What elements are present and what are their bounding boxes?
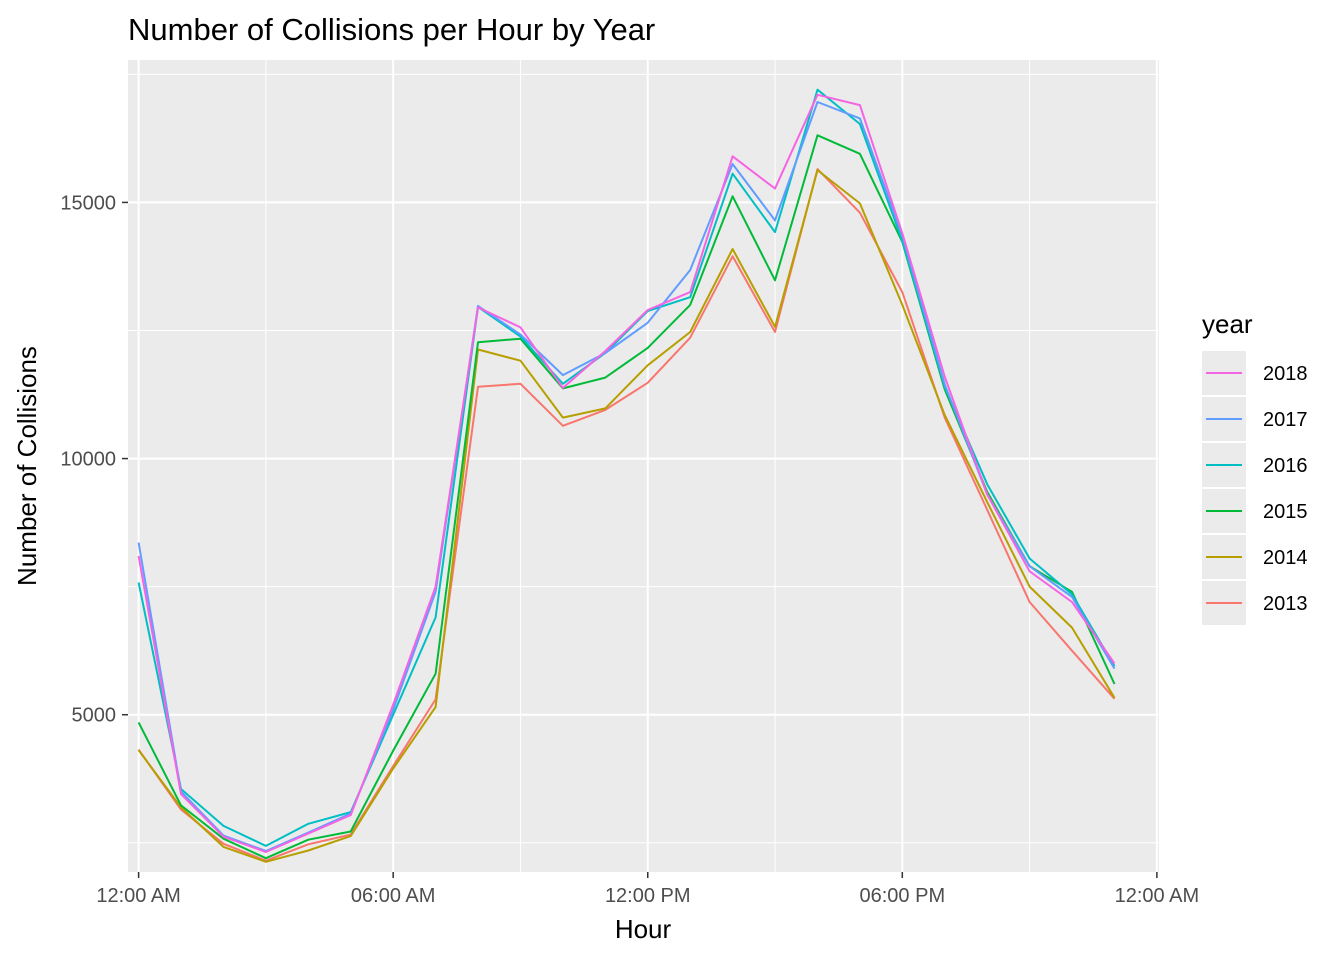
x-tick-label: 12:00 AM — [1115, 885, 1200, 907]
legend-label-2014: 2014 — [1263, 547, 1308, 569]
major-gridlines — [128, 60, 1159, 872]
x-axis: 12:00 AM 06:00 AM 12:00 PM 06:00 PM 12:00 AM — [96, 872, 1199, 907]
legend-items: 2018 2017 2016 2015 2014 2013 — [1202, 351, 1308, 625]
x-tick-label: 06:00 AM — [351, 885, 436, 907]
plot-panel — [128, 60, 1159, 872]
legend-label-2017: 2017 — [1263, 409, 1308, 431]
series-lines — [137, 88, 1116, 863]
y-axis-title: Number of Collisions — [12, 346, 42, 586]
legend-label-2015: 2015 — [1263, 501, 1308, 523]
series-line-2015 — [137, 134, 1116, 860]
x-tick-label: 12:00 PM — [605, 885, 691, 907]
y-tick-label: 15000 — [60, 192, 116, 214]
y-tick-label: 10000 — [60, 449, 116, 471]
legend-label-2018: 2018 — [1263, 363, 1308, 385]
series-line-2013 — [137, 168, 1116, 862]
legend-label-2016: 2016 — [1263, 455, 1308, 477]
legend-title: year — [1202, 309, 1253, 339]
legend-label-2013: 2013 — [1263, 593, 1308, 615]
x-tick-label: 12:00 AM — [96, 885, 181, 907]
x-tick-label: 06:00 PM — [860, 885, 946, 907]
y-axis: 5000 10000 15000 — [60, 192, 128, 727]
legend: year 2018 2017 2016 2015 2014 2013 — [1202, 309, 1308, 625]
chart-title: Number of Collisions per Hour by Year — [128, 12, 655, 47]
series-line-2014 — [137, 169, 1116, 863]
y-tick-label: 5000 — [72, 705, 117, 727]
series-line-2018 — [137, 93, 1116, 853]
minor-gridlines — [128, 60, 1159, 872]
x-axis-title: Hour — [615, 914, 672, 944]
